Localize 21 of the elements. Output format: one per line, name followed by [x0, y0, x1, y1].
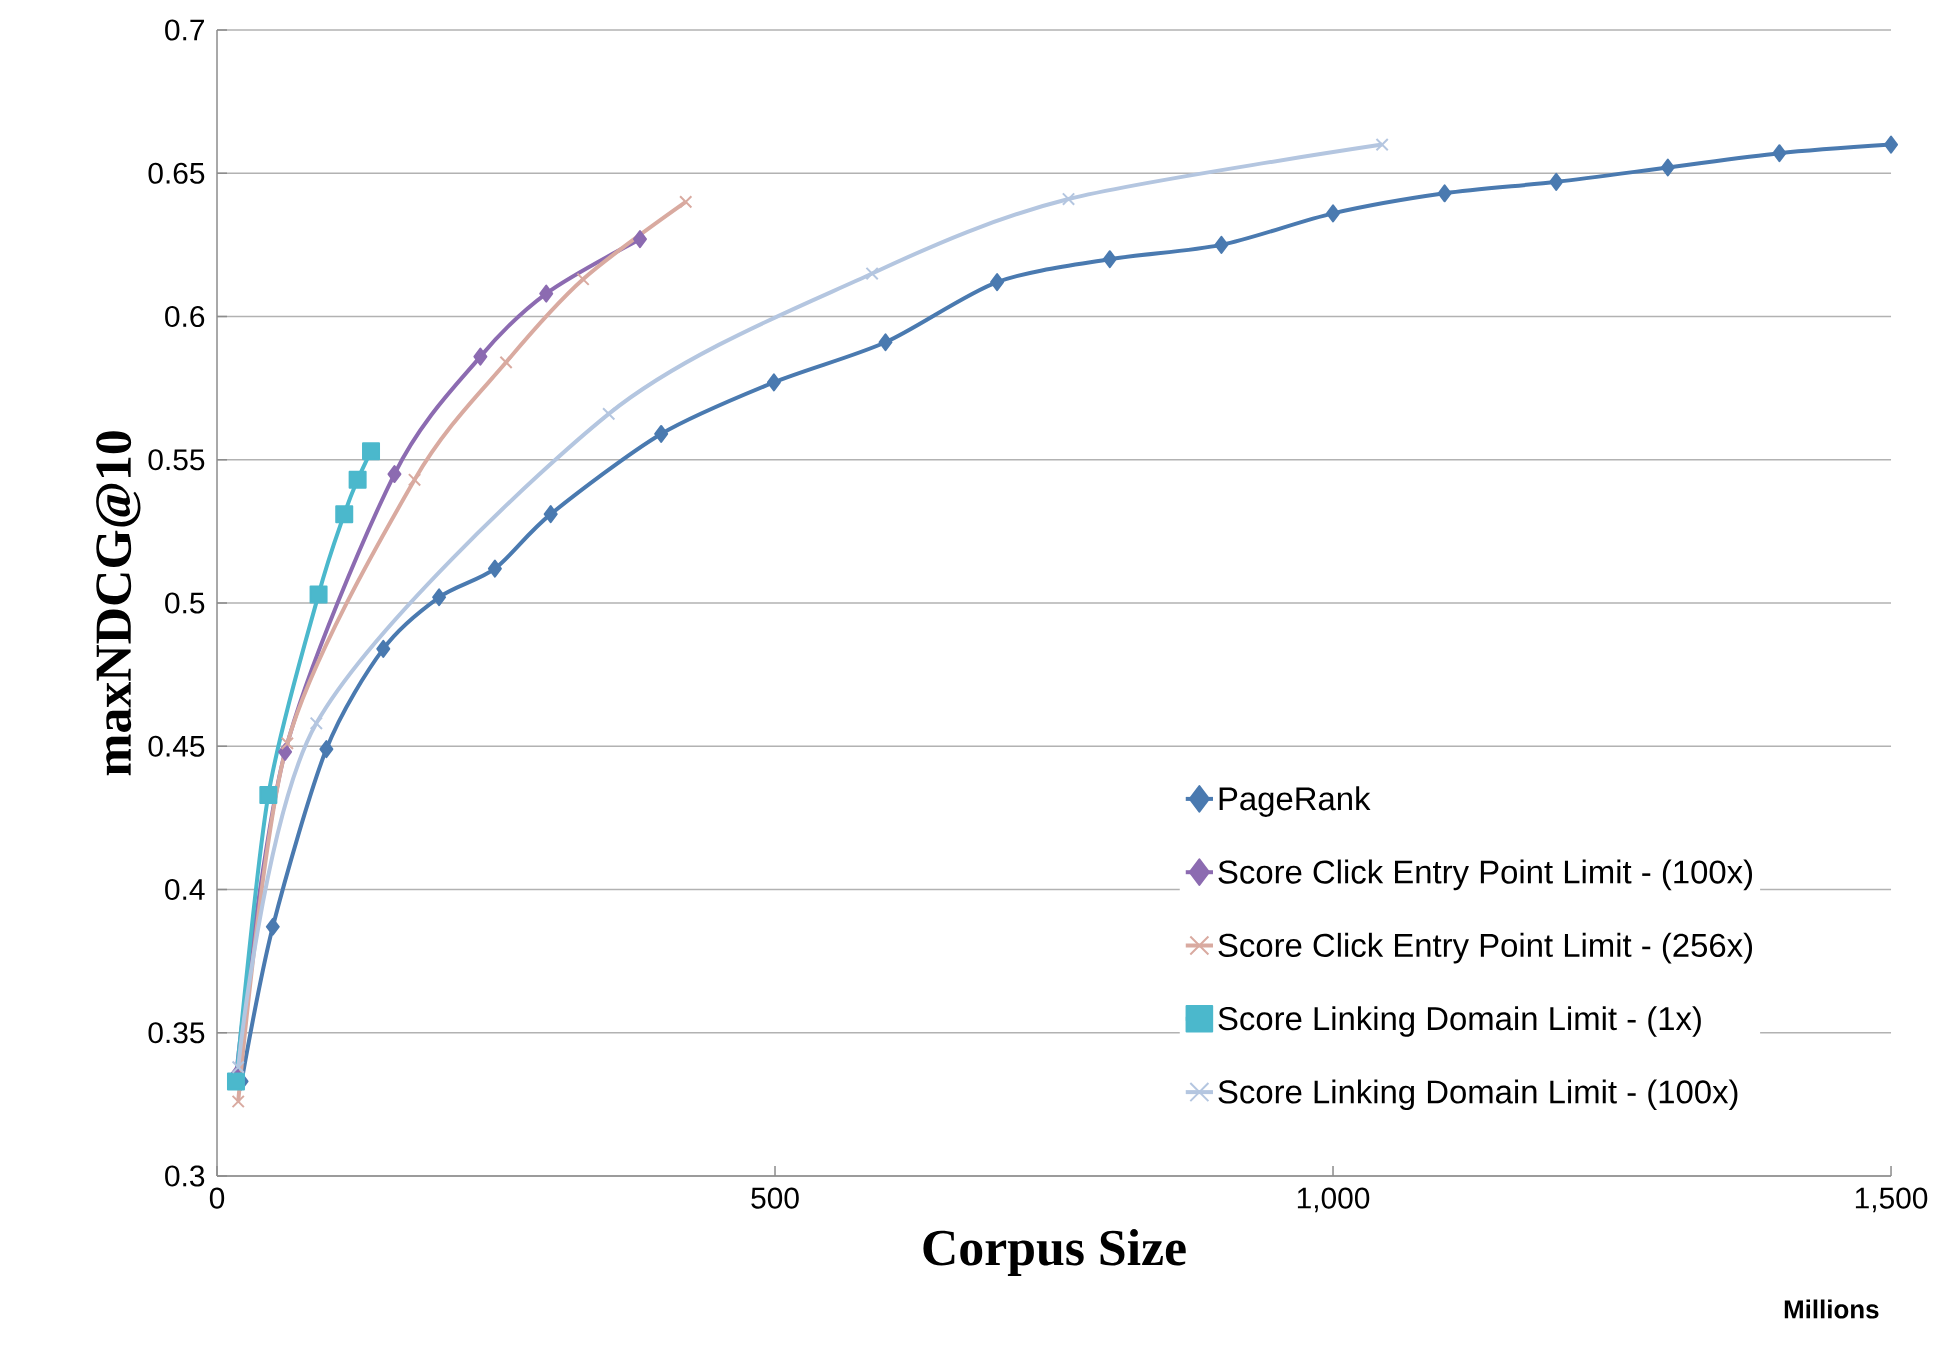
y-tick-label: 0.7	[165, 19, 204, 41]
x-tick-label: 0	[209, 1187, 225, 1209]
legend-label: Score Linking Domain Limit - (1x)	[1218, 1006, 1701, 1037]
y-tick-label: 0.5	[165, 592, 205, 614]
x-tick-label: 500	[751, 1187, 799, 1209]
text: Millions	[1784, 1299, 1879, 1319]
y-tick-label: 0.4	[165, 878, 205, 901]
y-tick-label: 0.6	[165, 305, 205, 328]
x-tick-label: 1,500	[1855, 1187, 1928, 1213]
y-tick-label: 0.65	[148, 162, 205, 184]
y-tick-label: 0.45	[148, 735, 205, 757]
legend-label: PageRank	[1219, 786, 1371, 817]
legend-label: Score Linking Domain Limit - (100x)	[1218, 1079, 1738, 1111]
y-axis-title: maxNDCG@10	[96, 431, 141, 776]
legend-label: Score Click Entry Point Limit - (100x)	[1218, 859, 1752, 891]
legend-label: Score Click Entry Point Limit - (256x)	[1218, 932, 1752, 964]
y-tick-label: 0.55	[148, 449, 205, 471]
x-axis-title: Corpus Size	[923, 1229, 1186, 1277]
y-tick-label: 0.35	[148, 1022, 205, 1044]
x-tick-label: 1,000	[1297, 1187, 1370, 1213]
y-tick-label: 0.3	[165, 1165, 205, 1187]
